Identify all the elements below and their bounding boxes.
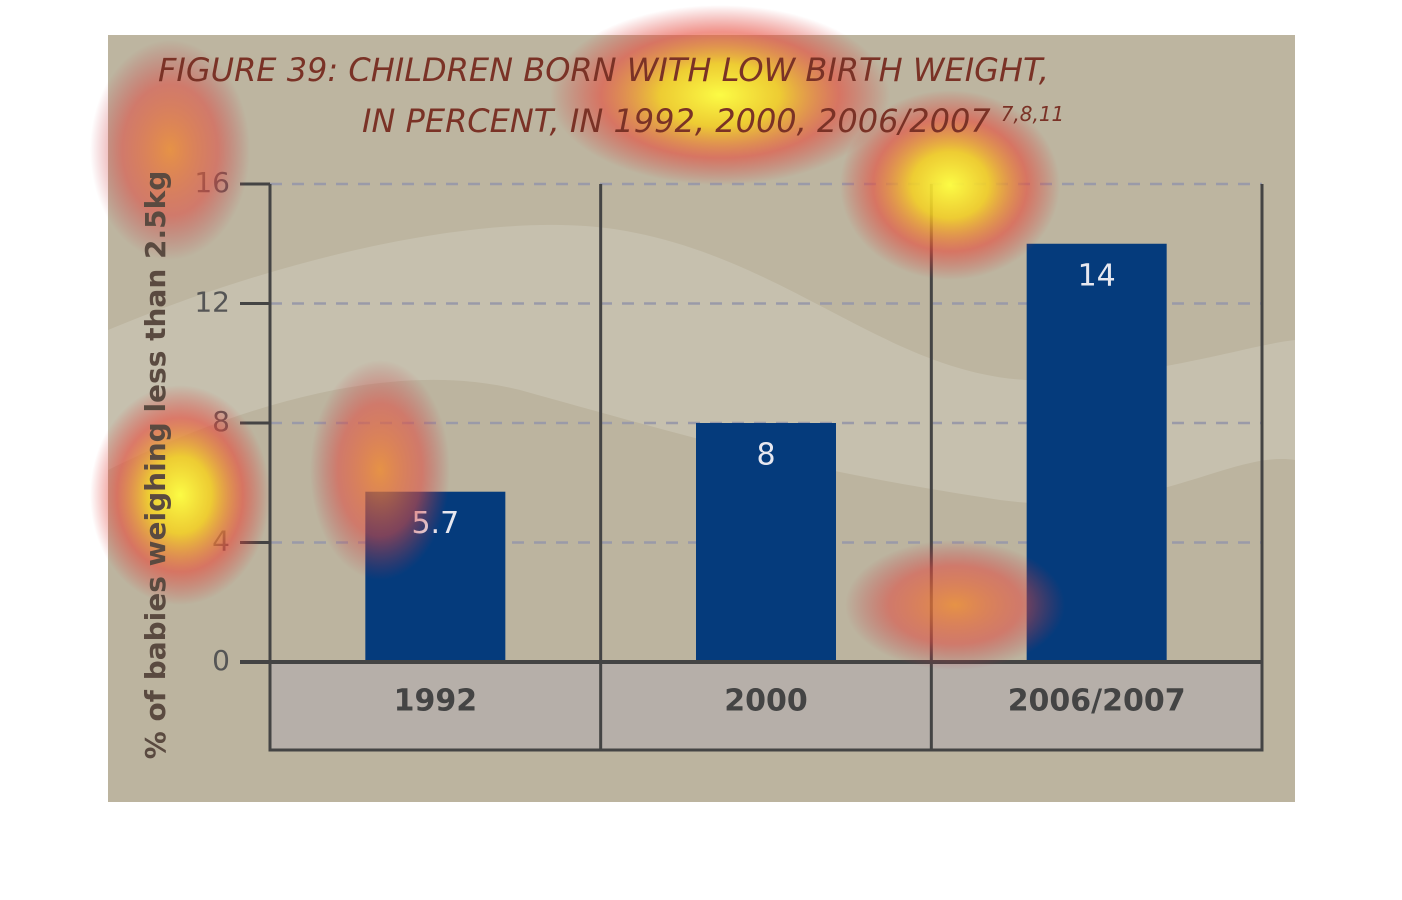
x-tick-label: 1992 — [394, 684, 478, 719]
subtitle-text: IN PERCENT, IN 1992, 2000, 2006/2007 — [362, 102, 991, 140]
title-superscript: 7,8,11 — [1001, 102, 1065, 126]
x-tick-label: 2000 — [724, 684, 808, 719]
x-tick-label: 2006/2007 — [1008, 684, 1186, 719]
y-tick-label: 12 — [194, 286, 230, 319]
heatmap-blob — [845, 540, 1065, 670]
y-tick-label: 0 — [212, 644, 230, 677]
heatmap-blob — [550, 5, 890, 185]
chart-subtitle: IN PERCENT, IN 1992, 2000, 2006/2007 7,8,… — [362, 102, 1064, 141]
heatmap-blob — [840, 90, 1060, 280]
heatmap-blob — [310, 360, 450, 580]
heatmap-blob — [90, 40, 250, 260]
category-band — [268, 660, 1264, 752]
data-label: 8 — [756, 438, 775, 473]
heatmap-blob — [90, 385, 270, 605]
data-label: 14 — [1078, 258, 1116, 293]
heatmap — [90, 5, 1065, 670]
y-axis-label: % of babies weighing less than 2.5kg — [139, 171, 172, 760]
bar — [696, 423, 836, 662]
chart-title: FIGURE 39: CHILDREN BORN WITH LOW BIRTH … — [158, 51, 1049, 89]
